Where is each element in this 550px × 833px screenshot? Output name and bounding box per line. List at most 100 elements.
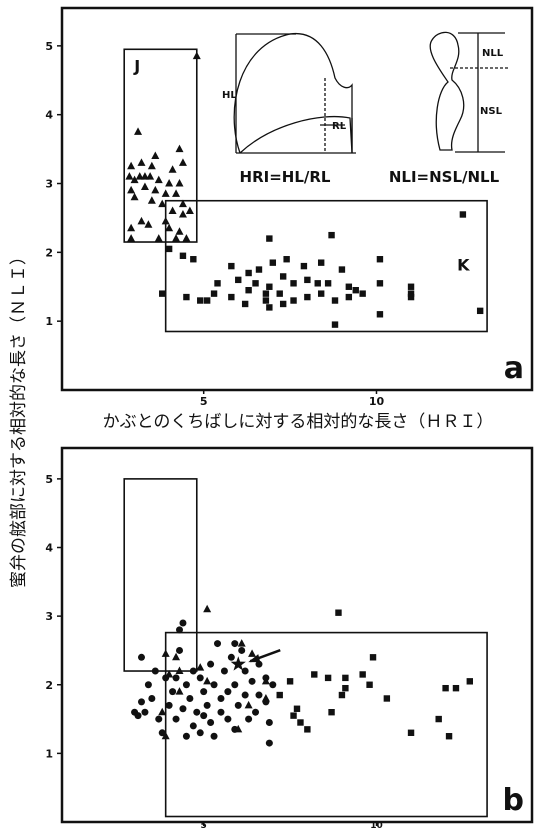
square-point bbox=[346, 294, 352, 300]
circle-point bbox=[228, 654, 235, 661]
circle-point bbox=[186, 695, 193, 702]
square-point bbox=[180, 253, 186, 259]
triangle-point bbox=[144, 220, 152, 228]
circle-point bbox=[193, 709, 200, 716]
square-point bbox=[290, 297, 296, 303]
square-point bbox=[304, 294, 310, 300]
y-tick-label: 5 bbox=[45, 40, 53, 53]
triangle-point bbox=[162, 649, 170, 657]
square-point bbox=[304, 277, 310, 283]
region bbox=[124, 479, 197, 671]
inset-label: NLL bbox=[482, 48, 504, 59]
y-tick-label: 2 bbox=[45, 246, 53, 259]
triangle-point bbox=[248, 649, 256, 657]
square-point bbox=[245, 287, 251, 293]
circle-point bbox=[200, 712, 207, 719]
inset-label: RL bbox=[332, 121, 347, 132]
circle-point bbox=[190, 722, 197, 729]
square-point bbox=[166, 246, 172, 252]
square-point bbox=[359, 290, 365, 296]
triangle-point bbox=[245, 701, 253, 709]
circle-point bbox=[176, 626, 183, 633]
y-tick-label: 3 bbox=[45, 610, 53, 623]
triangle-point bbox=[169, 207, 177, 215]
square-point bbox=[359, 671, 365, 677]
square-point bbox=[339, 266, 345, 272]
square-point bbox=[190, 256, 196, 262]
triangle-point bbox=[203, 605, 211, 613]
square-point bbox=[256, 266, 262, 272]
x-tick-label: 5 bbox=[200, 395, 208, 408]
square-point bbox=[377, 311, 383, 317]
square-point bbox=[346, 284, 352, 290]
inset-label: HL bbox=[222, 90, 237, 101]
square-point bbox=[304, 726, 310, 732]
circle-point bbox=[197, 674, 204, 681]
square-point bbox=[318, 259, 324, 265]
square-point bbox=[235, 277, 241, 283]
square-point bbox=[353, 287, 359, 293]
triangle-point bbox=[134, 127, 142, 135]
petal-outline bbox=[430, 32, 464, 150]
triangle-point bbox=[151, 151, 159, 159]
square-point bbox=[283, 256, 289, 262]
circle-point bbox=[211, 681, 218, 688]
square-point bbox=[280, 273, 286, 279]
triangle-point bbox=[148, 162, 156, 170]
square-point bbox=[311, 671, 317, 677]
y-axis-title: 蜜弁の舷部に対する相対的な長さ（ＮＬＩ） bbox=[9, 248, 29, 588]
triangle-point bbox=[127, 162, 135, 170]
triangle-point bbox=[182, 234, 190, 242]
circle-point bbox=[200, 688, 207, 695]
formula: NLI=NSL/NLL bbox=[389, 168, 500, 186]
square-point bbox=[266, 304, 272, 310]
square-point bbox=[228, 294, 234, 300]
triangle-point bbox=[125, 172, 133, 180]
region bbox=[166, 633, 487, 817]
circle-point bbox=[179, 619, 186, 626]
square-point bbox=[242, 301, 248, 307]
plot-frame bbox=[62, 448, 532, 822]
square-point bbox=[325, 675, 331, 681]
triangle-point bbox=[148, 196, 156, 204]
triangle-point bbox=[146, 172, 154, 180]
triangle-point bbox=[193, 52, 201, 60]
circle-point bbox=[255, 692, 262, 699]
square-point bbox=[435, 716, 441, 722]
triangle-point bbox=[176, 179, 184, 187]
circle-point bbox=[214, 640, 221, 647]
y-tick-label: 2 bbox=[45, 679, 53, 692]
square-point bbox=[408, 294, 414, 300]
triangle-point bbox=[262, 694, 270, 702]
triangle-point bbox=[131, 193, 139, 201]
inset-label: NSL bbox=[480, 106, 503, 117]
region-label: K bbox=[457, 256, 470, 275]
square-point bbox=[342, 675, 348, 681]
square-point bbox=[245, 270, 251, 276]
inset-diagram bbox=[234, 32, 508, 153]
square-point bbox=[384, 695, 390, 701]
square-point bbox=[328, 709, 334, 715]
circle-point bbox=[235, 702, 242, 709]
triangle-point bbox=[169, 165, 177, 173]
formula: HRI=HL/RL bbox=[240, 168, 331, 186]
square-point bbox=[315, 280, 321, 286]
square-point bbox=[277, 290, 283, 296]
triangle-point bbox=[165, 179, 173, 187]
square-point bbox=[339, 692, 345, 698]
triangle-point bbox=[238, 639, 246, 647]
square-point bbox=[318, 290, 324, 296]
square-point bbox=[442, 685, 448, 691]
y-tick-label: 3 bbox=[45, 178, 53, 191]
circle-point bbox=[221, 668, 228, 675]
square-point bbox=[328, 232, 334, 238]
circle-point bbox=[266, 719, 273, 726]
circle-point bbox=[145, 681, 152, 688]
triangle-point bbox=[155, 176, 163, 184]
circle-point bbox=[217, 695, 224, 702]
square-point bbox=[211, 290, 217, 296]
triangle-point bbox=[179, 210, 187, 218]
circle-point bbox=[173, 674, 180, 681]
square-point bbox=[252, 280, 258, 286]
circle-point bbox=[183, 681, 190, 688]
